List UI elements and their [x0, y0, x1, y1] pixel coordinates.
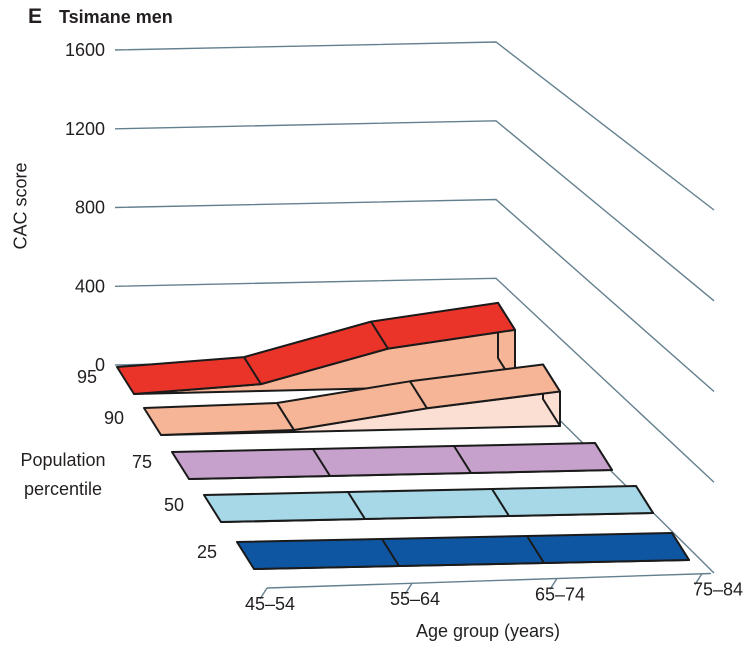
gridline-800	[114, 198, 715, 393]
percentile-label-90: 90	[104, 408, 124, 428]
panel-title: E Tsimane men	[28, 5, 173, 29]
x-tick-label-0: 45–54	[245, 594, 295, 614]
x-axis-tick-0	[259, 587, 268, 600]
ribbon-90-top	[143, 363, 561, 436]
y-tick-label-0: 0	[95, 355, 105, 375]
ribbon-50-top	[203, 485, 654, 523]
x-tick-label-1: 55–64	[390, 589, 440, 609]
ribbon-75-divider	[312, 448, 331, 477]
ribbon-95-top	[116, 301, 516, 395]
x-tick-label-2: 65–74	[535, 584, 585, 604]
x-tick-label-3: 75–84	[693, 580, 743, 600]
ribbon-90-divider	[409, 380, 428, 409]
gridline-1600	[114, 41, 715, 211]
ribbon-75-divider	[453, 445, 472, 474]
x-axis-line	[266, 572, 712, 589]
depth-axis-title-line1: Population	[20, 450, 106, 470]
y-axis-title: CAC score	[10, 162, 31, 250]
ribbon-95-divider	[370, 321, 389, 350]
gridline-1200	[114, 120, 715, 302]
y-tick-label-400: 400	[75, 276, 105, 296]
ribbon-90-divider	[276, 402, 295, 431]
ribbon-25-top	[236, 532, 690, 570]
x-axis-tick-1	[404, 582, 413, 595]
depth-axis-title: Population percentile	[2, 446, 124, 504]
x-axis-title: Age group (years)	[415, 621, 561, 641]
panel-title-text: Tsimane men	[59, 7, 173, 27]
y-tick-label-1200: 1200	[65, 119, 105, 139]
ribbon-25-divider	[526, 535, 545, 564]
percentile-label-25: 25	[197, 542, 217, 562]
ribbon-50-divider	[347, 491, 366, 520]
panel-letter: E	[28, 5, 43, 28]
x-axis-tick-2	[549, 578, 558, 590]
depth-axis-title-line2: percentile	[23, 479, 103, 499]
gridline-400	[114, 277, 715, 483]
ribbon-75-top	[171, 442, 613, 480]
ribbon-25-divider	[381, 538, 400, 567]
percentile-label-75: 75	[132, 452, 152, 472]
percentile-label-95: 95	[77, 367, 97, 387]
ribbon-95-divider	[243, 356, 262, 385]
x-axis-tick-3	[694, 573, 703, 585]
y-tick-label-1600: 1600	[65, 40, 105, 60]
ribbon-50-divider	[491, 488, 510, 517]
percentile-label-50: 50	[164, 495, 184, 515]
y-tick-label-800: 800	[75, 198, 105, 218]
